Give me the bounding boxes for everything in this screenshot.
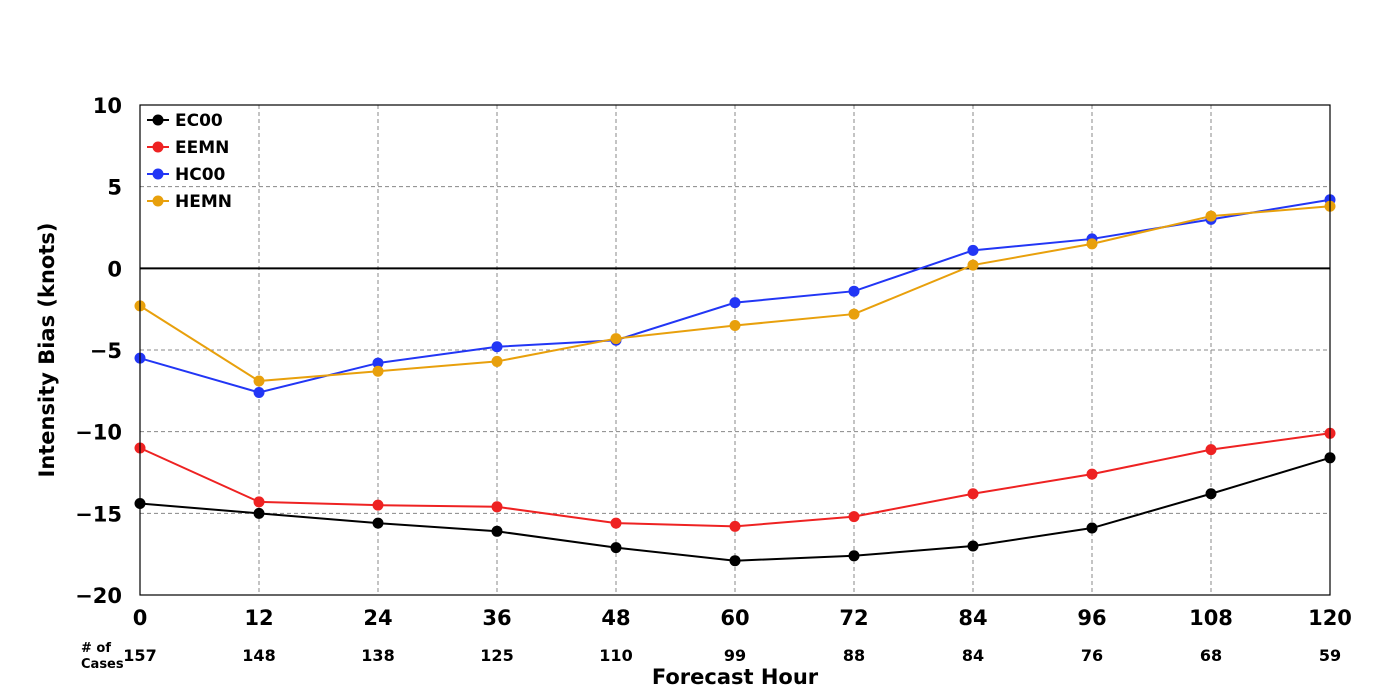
grid-lines: [140, 105, 1330, 595]
data-point: [967, 488, 979, 500]
data-point: [1205, 488, 1217, 500]
x-tick-label: 24: [363, 606, 392, 630]
data-point: [491, 341, 503, 353]
series-line: [139, 456, 1331, 562]
data-point: [372, 499, 384, 511]
data-point: [610, 333, 622, 345]
legend-item-ec00: EC00: [147, 111, 223, 131]
case-count: 110: [599, 646, 632, 665]
x-tick-label: 84: [958, 606, 987, 630]
legend-label: EC00: [175, 111, 223, 131]
y-tick-label: −15: [75, 502, 122, 526]
data-point: [491, 525, 503, 537]
data-point: [1205, 210, 1217, 222]
legend-label: HC00: [175, 165, 226, 185]
case-count: 125: [480, 646, 513, 665]
legend-marker: [152, 168, 164, 180]
case-count: 138: [361, 646, 394, 665]
x-tick-label: 48: [601, 606, 630, 630]
data-point: [848, 308, 860, 320]
x-tick-label: 12: [244, 606, 273, 630]
plot-frame: [139, 104, 1331, 596]
case-count: 148: [242, 646, 275, 665]
cases-label-line2: Cases: [81, 657, 124, 672]
y-tick-label: −20: [75, 584, 122, 608]
data-point: [729, 520, 741, 532]
legend-item-hemn: HEMN: [147, 192, 232, 212]
data-point: [1086, 522, 1098, 534]
legend-item-hc00: HC00: [147, 165, 226, 185]
data-point: [372, 365, 384, 377]
series-ec00: [134, 452, 1336, 567]
data-point: [848, 550, 860, 562]
legend: EC00 EEMN HC00 HEMN: [147, 111, 232, 212]
cases-row: 157 148 138 125 110 99 88 84 76 68 59: [123, 646, 1341, 665]
data-point: [1086, 238, 1098, 250]
x-tick-label: 60: [720, 606, 749, 630]
legend-label: HEMN: [175, 192, 232, 212]
case-count: 59: [1319, 646, 1341, 665]
case-count: 76: [1081, 646, 1103, 665]
data-point: [491, 355, 503, 367]
x-axis-label: Forecast Hour: [652, 665, 819, 689]
case-count: 88: [843, 646, 865, 665]
data-point: [729, 297, 741, 309]
legend-marker: [152, 114, 164, 126]
data-point: [253, 375, 265, 387]
y-tick-label: −10: [75, 421, 122, 445]
legend-marker: [152, 141, 164, 153]
series-layer: [134, 194, 1336, 567]
x-tick-labels: 0 12 24 36 48 60 72 84 96 108 120: [133, 606, 1352, 630]
data-point: [729, 320, 741, 331]
series-hemn: [134, 200, 1336, 387]
x-tick-label: 108: [1189, 606, 1233, 630]
data-point: [1205, 444, 1217, 456]
data-point: [1086, 468, 1098, 480]
y-tick-label: 5: [107, 176, 122, 200]
data-point: [967, 259, 979, 271]
x-tick-label: 0: [133, 606, 148, 630]
y-tick-label: −5: [90, 339, 122, 363]
data-point: [253, 507, 265, 519]
legend-label: EEMN: [175, 138, 229, 158]
x-tick-label: 36: [482, 606, 511, 630]
case-count: 84: [962, 646, 984, 665]
y-axis-label: Intensity Bias (knots): [35, 223, 59, 478]
cases-label-line1: # of: [81, 641, 111, 656]
legend-marker: [152, 195, 164, 207]
data-point: [491, 501, 503, 513]
y-tick-labels: 10 5 0 −5 −10 −15 −20: [75, 94, 122, 608]
case-count: 99: [724, 646, 746, 665]
data-point: [253, 496, 265, 508]
data-point: [253, 386, 265, 398]
y-tick-label: 10: [93, 94, 122, 118]
legend-item-eemn: EEMN: [147, 138, 229, 158]
data-point: [848, 285, 860, 297]
data-point: [729, 555, 741, 567]
x-tick-label: 120: [1308, 606, 1352, 630]
case-count: 68: [1200, 646, 1222, 665]
data-point: [848, 511, 860, 523]
data-point: [610, 517, 622, 529]
data-point: [372, 357, 384, 369]
y-tick-label: 0: [107, 257, 122, 281]
data-point: [372, 517, 384, 529]
data-point: [967, 540, 979, 552]
x-tick-label: 72: [839, 606, 868, 630]
case-count: 157: [123, 646, 156, 665]
x-tick-label: 96: [1077, 606, 1106, 630]
data-point: [610, 542, 622, 554]
data-point: [967, 244, 979, 256]
